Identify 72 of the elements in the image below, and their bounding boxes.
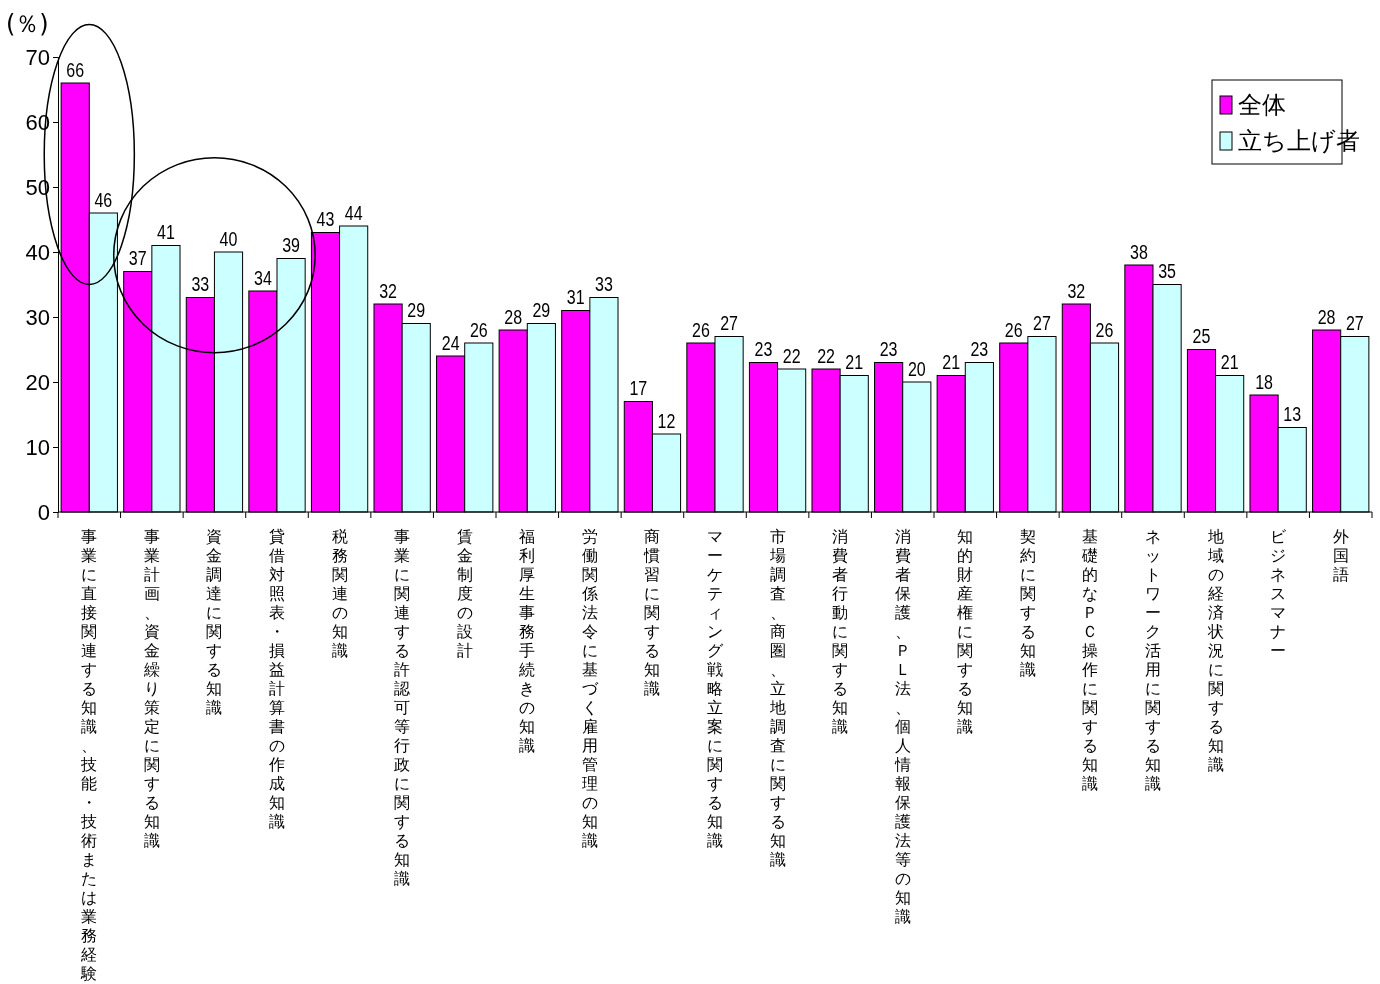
data-label: 35	[1158, 260, 1176, 283]
data-label: 43	[316, 208, 335, 231]
data-label: 18	[1255, 371, 1273, 394]
data-label: 21	[845, 351, 864, 374]
category-label: 市場調査、商圏、立地調査に関する知識	[769, 527, 786, 869]
category-label: 商慣習に関する知識	[644, 527, 661, 698]
x-tick-label: 外国語	[1332, 527, 1349, 584]
data-label: 32	[1067, 280, 1086, 303]
category-label: 資金調達に関する知識	[206, 527, 223, 717]
category-label: 労働関係法令に基づく雇用管理の知識	[581, 527, 598, 850]
data-label: 27	[1345, 312, 1364, 335]
data-label: 33	[191, 273, 210, 296]
category-label: 知的財産権に関する知識	[957, 527, 974, 736]
data-label: 41	[157, 221, 175, 244]
category-label: 福利厚生事務手続きの知識	[519, 527, 536, 755]
y-tick-label: 70	[25, 44, 50, 70]
category-label: マーケティング戦略立案に関する知識	[707, 527, 723, 850]
y-tick-label: 0	[37, 499, 50, 525]
data-label: 26	[469, 319, 488, 342]
data-label: 21	[942, 351, 961, 374]
data-label: 46	[94, 189, 113, 212]
data-label: 34	[254, 267, 272, 290]
data-label: 23	[879, 338, 898, 361]
x-tick-label: 税務関連の知識	[331, 527, 348, 660]
category-label: ネットワーク活用に関する知識	[1145, 527, 1161, 793]
data-label: 28	[504, 306, 523, 329]
data-label: 29	[532, 299, 551, 322]
data-label: 27	[720, 312, 738, 335]
data-label: 37	[128, 247, 147, 270]
data-label: 25	[1192, 325, 1211, 348]
data-label: 44	[344, 202, 363, 225]
data-label: 17	[629, 377, 648, 400]
data-label: 40	[219, 228, 238, 251]
category-label: 事業に関連する許認可等行政に関する知識	[394, 527, 411, 888]
data-label: 27	[1033, 312, 1051, 335]
data-label: 23	[754, 338, 773, 361]
data-label: 21	[1220, 351, 1239, 374]
data-label: 32	[379, 280, 397, 303]
category-label: 消費者保護、ＰＬ法、個人情報保護法等の知識	[894, 527, 911, 926]
data-label: 24	[441, 332, 460, 355]
data-label: 13	[1283, 403, 1302, 426]
category-label: 地域の経済状況に関する知識	[1207, 527, 1224, 774]
category-label: 貸借対照表・損益計算書の作成知識	[269, 527, 285, 831]
data-label: 33	[595, 273, 613, 296]
data-label: 23	[970, 338, 989, 361]
data-label: 26	[1095, 319, 1114, 342]
y-tick-label: 20	[25, 369, 50, 395]
data-label: 31	[566, 286, 585, 309]
y-tick-label: 30	[25, 304, 50, 330]
x-tick-label: ビジネスマナー	[1270, 527, 1288, 660]
category-label: 事業計画、資金繰り策定に関する知識	[143, 527, 160, 850]
data-label: 29	[407, 299, 426, 322]
data-label: 12	[657, 410, 676, 433]
data-label: 66	[66, 59, 85, 82]
category-label: 事業に直接関連する知識、技能・技術または業務経験	[81, 527, 98, 983]
data-label: 26	[692, 319, 710, 342]
data-label: 39	[282, 234, 300, 257]
legend-label: 立ち上げ者	[1238, 127, 1360, 155]
y-axis-title: (％)	[6, 10, 49, 38]
data-label: 26	[1004, 319, 1023, 342]
y-tick-label: 10	[25, 434, 50, 460]
y-tick-label: 40	[25, 239, 50, 265]
category-label: 消費者行動に関する知識	[832, 527, 849, 736]
x-tick-label: 賃金制度の設計	[456, 527, 473, 660]
data-label: 38	[1130, 241, 1148, 264]
data-label: 22	[817, 345, 835, 368]
data-label: 22	[782, 345, 801, 368]
category-label: 基礎的なＰＣ操作に関する知識	[1082, 527, 1099, 793]
data-label: 28	[1317, 306, 1336, 329]
data-label: 20	[907, 358, 926, 381]
x-tick-label: 契約に関する知識	[1019, 527, 1036, 679]
legend-label: 全体	[1238, 91, 1286, 119]
